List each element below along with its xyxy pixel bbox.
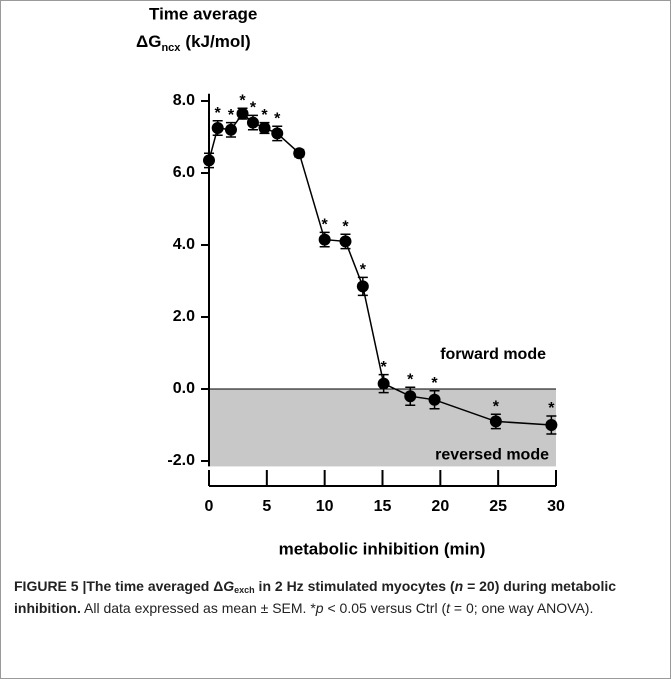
caption-text: All data expressed as mean ± SEM. * [80, 600, 316, 616]
significance-marker: * [381, 359, 388, 376]
caption-text: FIGURE 5 |The time averaged [14, 578, 214, 594]
y-axis-label: Time average [149, 4, 257, 23]
significance-marker: * [548, 400, 555, 417]
x-tick-label: 15 [374, 498, 392, 515]
caption-text: n [454, 578, 464, 594]
data-point [339, 235, 352, 248]
caption-text: = 20) during metabolic inhibition. [14, 578, 617, 616]
data-point [377, 377, 390, 390]
significance-marker: * [228, 107, 235, 124]
caption: FIGURE 5 |The time averaged ΔGexch in 2 … [14, 575, 664, 619]
x-tick-label: 10 [316, 498, 334, 515]
x-axis-label: metabolic inhibition (min) [279, 539, 486, 558]
region-label: reversed mode [435, 447, 549, 464]
y-axis-unit: (kJ/mol) [185, 32, 250, 51]
caption-text: < 0.05 versus Ctrl ( [323, 600, 447, 616]
reversed-region [209, 389, 556, 467]
x-tick-label: 25 [489, 498, 507, 515]
data-point [489, 415, 502, 428]
significance-marker: * [407, 371, 414, 388]
data-point [224, 123, 237, 136]
y-tick-label: 6.0 [173, 164, 195, 181]
data-line [208, 112, 552, 426]
data-point [211, 122, 224, 134]
significance-marker: * [215, 105, 222, 122]
caption-text: exch [234, 585, 255, 595]
region-label: forward mode [440, 346, 546, 363]
y-axis-label: ΔGncx (kJ/mol) [136, 32, 251, 53]
data-point [318, 233, 331, 246]
x-tick-label: 0 [205, 498, 214, 515]
significance-marker: * [493, 398, 500, 415]
data-point [545, 419, 558, 431]
y-tick-label: 0.0 [173, 380, 195, 397]
caption-text: t [446, 600, 451, 616]
x-tick-label: 30 [547, 498, 565, 515]
y-tick-label: -2.0 [167, 452, 195, 469]
y-tick-label: 4.0 [173, 236, 195, 253]
significance-marker: * [431, 375, 438, 392]
data-point [258, 122, 271, 134]
data-point [236, 107, 249, 120]
significance-marker: * [322, 217, 329, 234]
significance-marker: * [360, 262, 367, 279]
chart: Time average ΔGncx (kJ/mol) metabolic inh… [136, 4, 565, 558]
caption-text: in 2 Hz stimulated myocytes ( [254, 578, 455, 594]
significance-marker: * [261, 107, 268, 124]
significance-marker: * [250, 100, 257, 117]
data-point [428, 393, 441, 406]
data-point [203, 154, 215, 167]
significance-marker: * [239, 92, 246, 109]
y-tick-label: 2.0 [173, 308, 195, 325]
data-point [271, 127, 284, 140]
y-tick-label: 8.0 [173, 92, 195, 109]
significance-marker: * [274, 110, 281, 127]
y-axis-subscript: ncx [161, 42, 181, 54]
caption-text: p [315, 600, 324, 616]
caption-text: G [223, 578, 235, 594]
data-point [246, 116, 259, 129]
x-tick-label: 5 [262, 498, 271, 515]
significance-marker: * [342, 218, 349, 235]
x-tick-label: 20 [431, 498, 449, 515]
caption-text: Δ [213, 578, 224, 594]
y-axis-symbol: ΔG [136, 32, 161, 51]
data-point [293, 147, 306, 160]
data-point [356, 280, 369, 293]
data-point [404, 390, 417, 403]
caption-text: = 0; one way ANOVA). [450, 600, 594, 616]
